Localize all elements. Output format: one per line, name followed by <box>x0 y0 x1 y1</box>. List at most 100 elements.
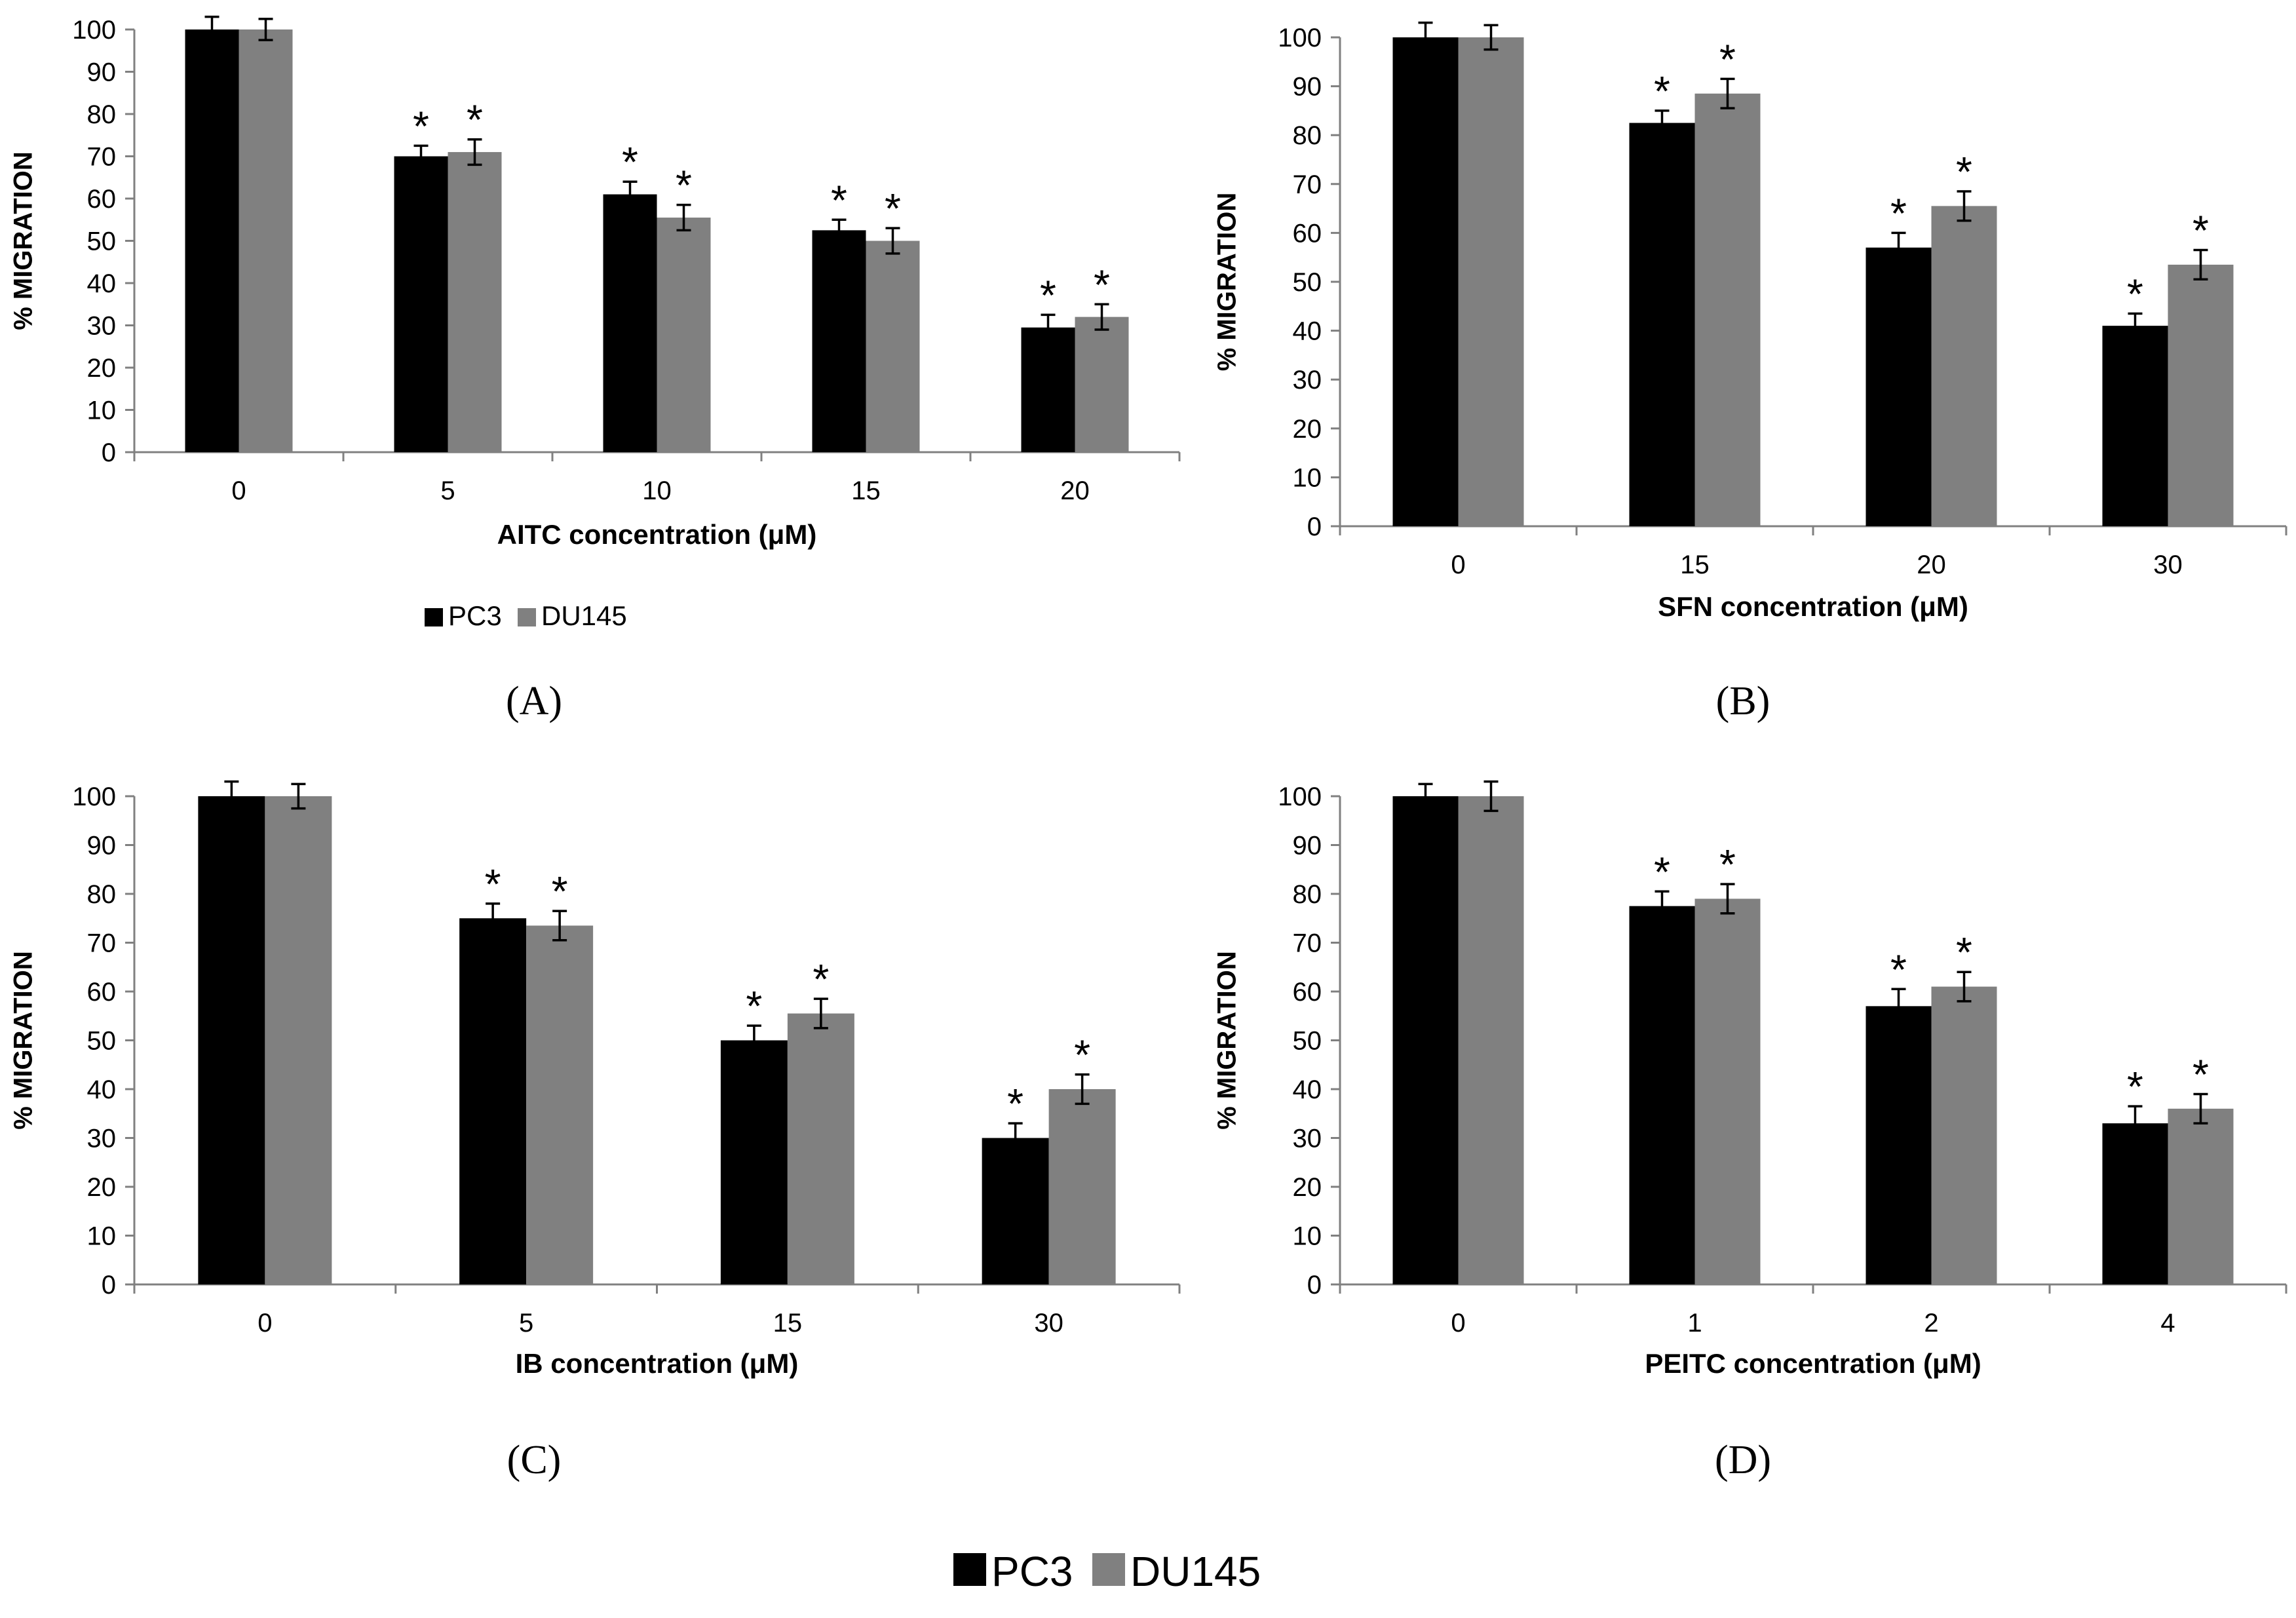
x-tick-label: 30 <box>1034 1309 1063 1338</box>
panel-legend: PC3 DU145 <box>425 600 627 631</box>
x-tick-label: 5 <box>440 476 455 505</box>
y-tick-label: 40 <box>87 1075 117 1104</box>
y-tick-label: 40 <box>1293 317 1322 346</box>
bar-du145-0 <box>1459 796 1524 1284</box>
significance-marker: * <box>622 138 638 185</box>
panel-label: (B) <box>1716 679 1770 723</box>
y-tick-label: 20 <box>1293 1173 1322 1202</box>
significance-marker: * <box>676 162 692 209</box>
x-tick-label: 5 <box>519 1309 533 1338</box>
y-tick-label: 30 <box>87 1125 117 1153</box>
bar-pc3-0 <box>198 796 265 1284</box>
y-tick-label: 50 <box>1293 1027 1322 1056</box>
bar-group-15: ** <box>721 955 854 1284</box>
bar-du145-20 <box>1932 206 1997 526</box>
y-tick-label: 50 <box>1293 268 1322 297</box>
y-axis-title: % MIGRATION <box>9 951 38 1130</box>
bar-du145-20 <box>1075 317 1129 452</box>
bar-group-0 <box>1393 782 1524 1284</box>
legend-label-pc3: PC3 <box>448 600 502 631</box>
y-tick-label: 70 <box>87 143 117 172</box>
legend-label-pc3: PC3 <box>991 1548 1073 1595</box>
bar-pc3-15 <box>721 1041 788 1285</box>
bar-pc3-0 <box>185 29 239 452</box>
y-tick-label: 90 <box>87 832 117 860</box>
bar-pc3-0 <box>1393 37 1459 526</box>
x-tick-label: 20 <box>1917 550 1946 579</box>
bar-du145-15 <box>788 1014 854 1284</box>
bar-du145-4 <box>2168 1109 2234 1284</box>
y-tick-label: 20 <box>1293 415 1322 444</box>
bar-du145-15 <box>866 241 920 453</box>
bar-group-15: ** <box>1630 35 1761 526</box>
y-tick-label: 10 <box>1293 463 1322 492</box>
y-tick-label: 20 <box>87 1173 117 1202</box>
x-tick-label: 15 <box>773 1309 803 1338</box>
y-tick-label: 100 <box>72 782 116 811</box>
bar-du145-15 <box>1695 94 1761 526</box>
y-tick-label: 100 <box>72 16 116 45</box>
bottom-legend: PC3 DU145 <box>953 1548 1261 1595</box>
y-tick-label: 0 <box>102 438 116 467</box>
significance-marker: * <box>2192 207 2209 254</box>
bar-pc3-5 <box>459 918 526 1284</box>
bar-group-20: ** <box>1022 261 1129 452</box>
bar-du145-30 <box>2168 265 2234 526</box>
y-tick-label: 90 <box>1293 832 1322 860</box>
legend-label-du145: DU145 <box>541 600 627 631</box>
panel-label: (C) <box>507 1438 562 1482</box>
y-tick-label: 10 <box>87 1222 117 1251</box>
significance-marker: * <box>552 868 568 915</box>
legend-swatch-du145 <box>518 608 536 626</box>
bar-pc3-5 <box>394 157 448 453</box>
y-tick-label: 70 <box>87 929 117 958</box>
significance-marker: * <box>467 96 483 144</box>
bar-pc3-20 <box>1866 248 1932 526</box>
x-tick-label: 0 <box>1451 1309 1465 1338</box>
y-tick-label: 30 <box>1293 366 1322 395</box>
significance-marker: * <box>1890 946 1907 993</box>
y-tick-label: 90 <box>87 58 117 87</box>
y-tick-label: 20 <box>87 354 117 383</box>
bar-du145-30 <box>1049 1089 1116 1284</box>
y-tick-label: 80 <box>1293 121 1322 150</box>
bar-group-15: ** <box>813 176 920 452</box>
bar-du145-5 <box>448 152 502 452</box>
significance-marker: * <box>2127 270 2143 317</box>
bar-group-30: ** <box>982 1031 1116 1284</box>
bar-du145-10 <box>657 218 711 452</box>
significance-marker: * <box>1654 67 1670 115</box>
y-tick-label: 100 <box>1278 24 1322 52</box>
y-tick-label: 30 <box>1293 1125 1322 1153</box>
y-tick-label: 60 <box>87 978 117 1007</box>
figure: 01020304050607080901000* *5* *10* *15* *20% … <box>0 0 2296 1618</box>
y-tick-label: 50 <box>87 1027 117 1056</box>
bar-group-5: * * <box>459 860 593 1284</box>
y-tick-label: 0 <box>102 1271 116 1300</box>
y-tick-label: 90 <box>1293 73 1322 102</box>
y-tick-label: 0 <box>1307 1271 1322 1300</box>
legend-swatch-pc3 <box>425 608 443 626</box>
y-axis-title: % MIGRATION <box>1213 951 1242 1130</box>
bar-pc3-4 <box>2103 1123 2168 1284</box>
panel-label: (A) <box>506 679 562 723</box>
x-tick-label: 15 <box>851 476 881 505</box>
bar-group-0 <box>198 782 332 1284</box>
bar-pc3-30 <box>982 1138 1049 1285</box>
bar-group-20: ** <box>1866 148 1997 526</box>
significance-marker: * <box>1956 148 1972 195</box>
y-tick-label: 40 <box>1293 1075 1322 1104</box>
x-tick-label: 1 <box>1687 1309 1702 1338</box>
x-tick-label: 4 <box>2160 1309 2175 1338</box>
x-axis-title: IB concentration (μM) <box>516 1348 799 1379</box>
y-tick-label: 80 <box>1293 880 1322 909</box>
y-tick-label: 60 <box>1293 219 1322 248</box>
bar-du145-0 <box>239 29 293 452</box>
bar-group-5: * * <box>394 96 502 452</box>
bar-pc3-0 <box>1393 796 1459 1284</box>
y-tick-label: 10 <box>1293 1222 1322 1251</box>
legend-swatch-pc3 <box>953 1553 986 1586</box>
significance-marker: * <box>1094 261 1110 308</box>
